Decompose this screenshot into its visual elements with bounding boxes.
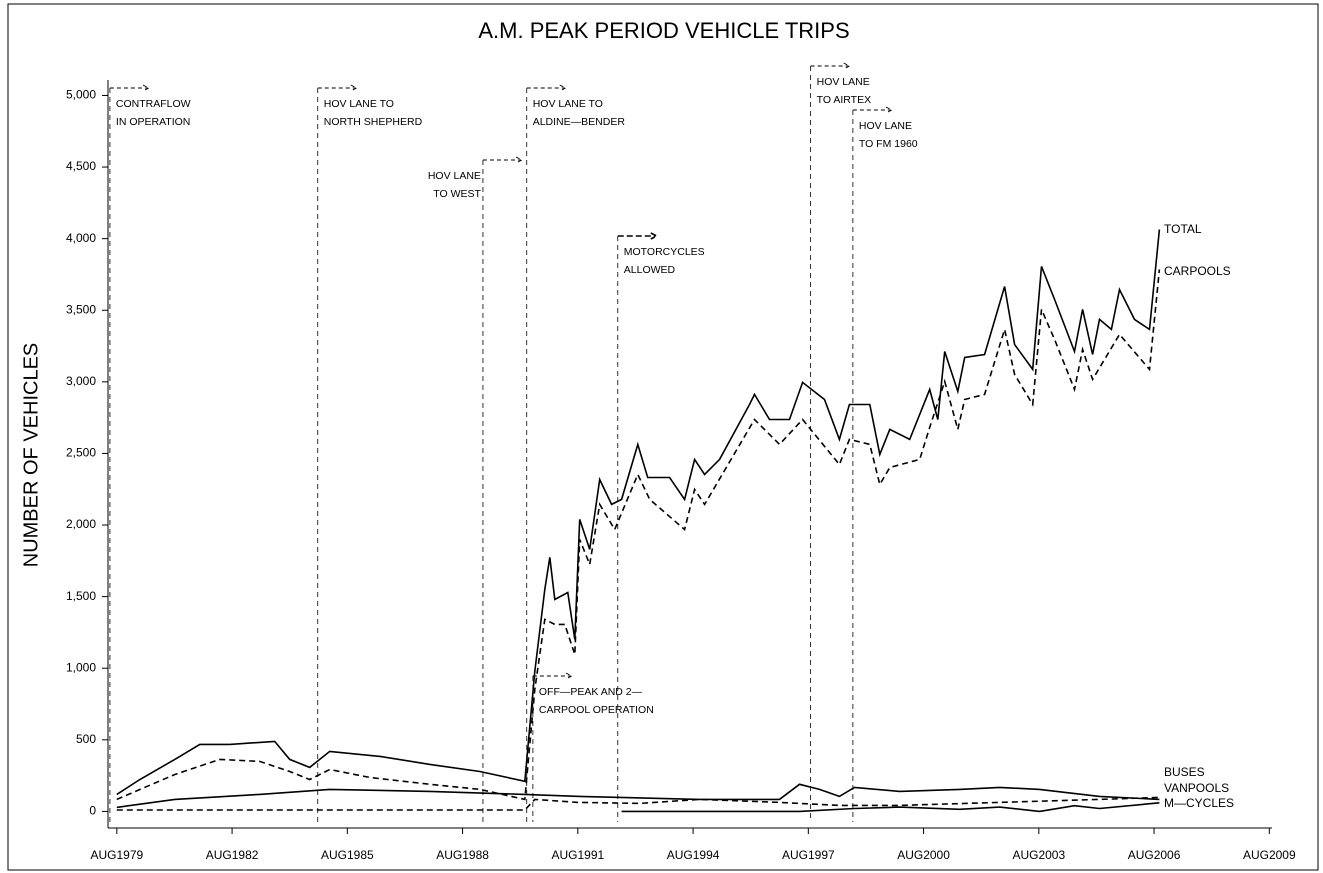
annotation-text: ALLOWED — [624, 264, 676, 276]
series-label: CARPOOLS — [1164, 264, 1231, 278]
y-axis-label: NUMBER OF VEHICLES — [20, 343, 42, 567]
series-line — [621, 802, 1160, 813]
annotation-text: HOV LANE TO — [533, 98, 603, 110]
x-tick-label: AUG1982 — [206, 848, 259, 862]
y-tick-label: 4,000 — [66, 231, 96, 245]
x-tick-label: AUG1979 — [90, 848, 143, 862]
annotation-text: HOV LANE TO — [324, 98, 394, 110]
y-tick-label: 2,500 — [66, 446, 96, 460]
y-tick-label: 4,500 — [66, 159, 96, 173]
y-tick-label: 0 — [89, 804, 96, 818]
x-tick-label: AUG2000 — [897, 848, 950, 862]
annotation-text: TO FM 1960 — [859, 138, 918, 150]
series-label: VANPOOLS — [1164, 781, 1229, 795]
annotation-arrow — [482, 156, 523, 164]
series-line — [116, 269, 1161, 801]
annotation-text: HOV LANE — [817, 76, 870, 88]
y-tick-label: 1,500 — [66, 589, 96, 603]
series-label: BUSES — [1164, 765, 1205, 779]
annotation-arrow — [526, 84, 567, 92]
x-tick-label: AUG2006 — [1128, 848, 1181, 862]
y-tick-label: 1,000 — [66, 660, 96, 674]
annotation-arrow — [532, 672, 573, 680]
annotation-arrow — [109, 84, 150, 92]
annotation-arrow — [810, 62, 851, 70]
annotation-text: OFF—PEAK AND 2— — [539, 686, 643, 698]
annotation-arrow — [317, 84, 358, 92]
x-tick-label: AUG2009 — [1243, 848, 1296, 862]
x-tick-label: AUG1985 — [321, 848, 374, 862]
annotation-text: TO WEST — [433, 188, 481, 200]
y-tick-label: 500 — [76, 732, 96, 746]
x-tick-label: AUG1994 — [667, 848, 720, 862]
annotation-text: HOV LANE — [428, 170, 481, 182]
chart-title: A.M. PEAK PERIOD VEHICLE TRIPS — [478, 18, 849, 43]
x-tick-label: AUG1991 — [551, 848, 604, 862]
series-label: M—CYCLES — [1164, 796, 1234, 810]
annotation-arrow — [852, 106, 893, 114]
frame — [7, 3, 1319, 871]
y-tick-label: 3,000 — [66, 374, 96, 388]
y-tick-label: 5,000 — [66, 88, 96, 102]
y-tick-label: 2,000 — [66, 517, 96, 531]
x-tick-label: AUG1988 — [436, 848, 489, 862]
annotation-text: CONTRAFLOW — [116, 98, 191, 110]
series-line — [116, 783, 1160, 809]
series-line — [116, 229, 1161, 796]
series-label: TOTAL — [1164, 222, 1202, 236]
annotation-text: CARPOOL OPERATION — [539, 704, 654, 716]
annotation-text: IN OPERATION — [116, 116, 190, 128]
annotation-text: MOTORCYCLES — [624, 246, 705, 258]
annotation-arrow — [617, 232, 659, 240]
x-tick-label: AUG2003 — [1012, 848, 1065, 862]
x-tick-label: AUG1997 — [782, 848, 835, 862]
annotation-text: HOV LANE — [859, 120, 912, 132]
annotation-text: ALDINE—BENDER — [533, 116, 626, 128]
series-line — [116, 796, 1160, 811]
annotation-text: NORTH SHEPHERD — [324, 116, 423, 128]
annotation-text: TO AIRTEX — [817, 94, 871, 106]
y-tick-label: 3,500 — [66, 302, 96, 316]
